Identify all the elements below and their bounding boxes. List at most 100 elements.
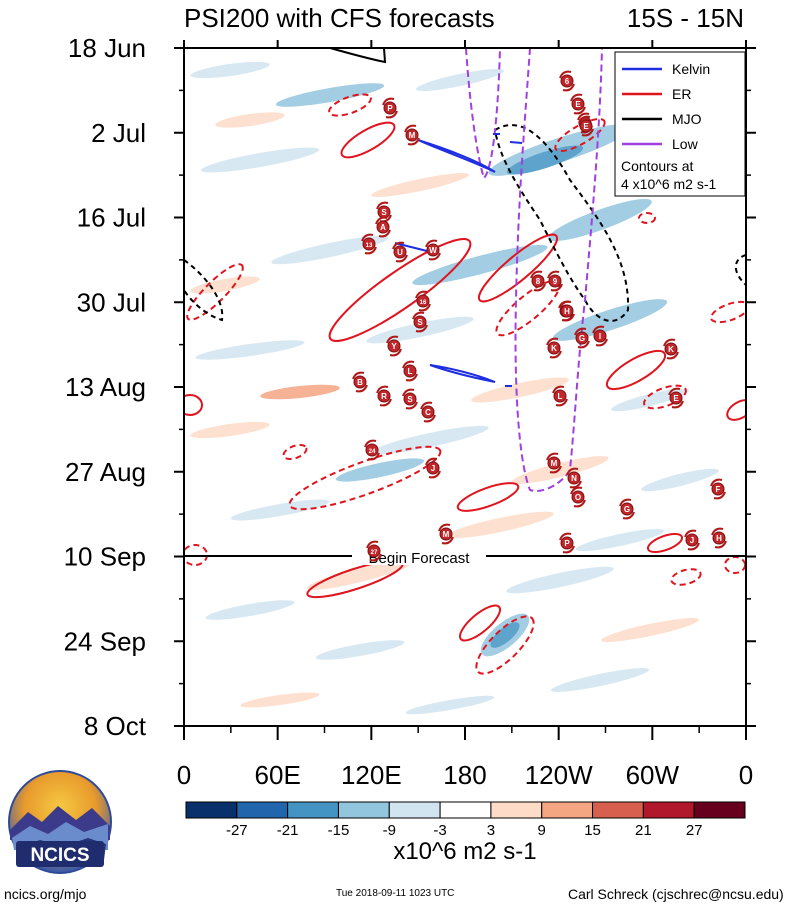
- storm-marker: W: [425, 239, 441, 261]
- colorbar-tick-label: -15: [328, 822, 350, 839]
- storm-label: 8: [536, 277, 541, 286]
- storm-label: M: [409, 131, 416, 140]
- storm-label: E: [575, 100, 581, 109]
- storm-label: E: [673, 394, 679, 403]
- tropical-storm-markers: 6EFPMSA13UW16SYLBRSC24JMNOGEFHJKLIH27MP8…: [352, 70, 727, 562]
- y-tick-label: 24 Sep: [64, 626, 146, 656]
- mjo-contours-solid: [329, 48, 387, 64]
- x-tick-label: 0: [739, 760, 753, 790]
- storm-label: A: [380, 223, 386, 232]
- storm-marker: E: [570, 93, 586, 115]
- colorbar-tick-label: -9: [383, 822, 396, 839]
- storm-marker: 9: [547, 270, 563, 292]
- x-tick-label: 60E: [255, 760, 301, 790]
- storm-marker: 8: [530, 270, 546, 292]
- storm-marker: M: [438, 523, 454, 545]
- storm-marker: L: [402, 360, 418, 382]
- storm-label: U: [397, 248, 403, 257]
- storm-label: B: [357, 378, 363, 387]
- storm-label: K: [551, 344, 557, 353]
- storm-label: G: [579, 334, 585, 343]
- y-tick-label: 30 Jul: [77, 287, 146, 317]
- storm-label: L: [408, 367, 413, 376]
- storm-label: S: [381, 208, 387, 217]
- colorbar-swatch: [287, 801, 339, 819]
- forecast-label: Begin Forecast: [369, 550, 471, 567]
- colorbar-swatch: [337, 801, 390, 819]
- storm-label: M: [443, 530, 450, 539]
- storm-marker: P: [382, 97, 398, 119]
- storm-marker: U: [392, 241, 408, 263]
- legend: Kelvin ER MJO Low Contours at 4 x10^6 m2 s-…: [614, 51, 746, 197]
- storm-label: H: [716, 534, 722, 543]
- chart-title: PSI200 with CFS forecasts: [184, 3, 495, 33]
- storm-marker: E: [578, 115, 594, 137]
- storm-marker: H: [559, 300, 575, 322]
- chart-region: 15S - 15N: [627, 3, 744, 33]
- storm-marker: R: [376, 385, 392, 407]
- y-tick-label: 2 Jul: [91, 118, 146, 148]
- storm-marker: Y: [386, 335, 402, 357]
- storm-marker: P: [559, 532, 575, 554]
- storm-label: N: [571, 474, 577, 483]
- y-tick-label: 13 Aug: [65, 372, 146, 402]
- storm-marker: G: [619, 498, 635, 520]
- colorbar-swatch: [693, 801, 746, 819]
- storm-marker: M: [546, 452, 562, 474]
- colorbar-swatch: [490, 801, 543, 819]
- legend-label: Low: [672, 136, 699, 152]
- x-tick-label: 180: [443, 760, 486, 790]
- storm-label: F: [716, 485, 721, 494]
- storm-label: 9: [553, 277, 558, 286]
- colorbar-tick-label: 15: [584, 822, 601, 839]
- storm-marker: C: [420, 401, 436, 423]
- storm-label: 6: [565, 77, 570, 86]
- contour-note-line1: Contours at: [621, 158, 693, 174]
- storm-label: 24: [369, 449, 376, 455]
- y-tick-label: 10 Sep: [64, 542, 146, 572]
- legend-label: Kelvin: [672, 61, 710, 77]
- storm-marker: S: [376, 201, 392, 223]
- footer-timestamp: Tue 2018-09-11 1023 UTC: [336, 888, 455, 899]
- storm-marker: L: [552, 385, 568, 407]
- storm-marker: H: [711, 527, 727, 549]
- storm-label: C: [425, 408, 431, 417]
- storm-label: 13: [366, 243, 373, 249]
- colorbar-swatch: [592, 801, 644, 819]
- storm-marker: G: [574, 327, 590, 349]
- colorbar-tick-label: 27: [686, 822, 703, 839]
- storm-label: J: [431, 464, 435, 473]
- storm-label: O: [575, 493, 581, 502]
- colorbar-tick-label: -3: [433, 822, 446, 839]
- y-tick-label: 18 Jun: [68, 33, 146, 63]
- footer-author: Carl Schreck (cjschrec@ncsu.edu): [568, 886, 784, 902]
- storm-marker: 16: [415, 290, 431, 312]
- colorbar-swatch: [388, 801, 441, 819]
- storm-label: S: [407, 395, 413, 404]
- colorbar-swatch: [185, 801, 238, 819]
- colorbar-swatch: [439, 801, 492, 819]
- storm-label: M: [551, 459, 558, 468]
- colorbar-swatch: [236, 801, 289, 819]
- storm-marker: K: [663, 338, 679, 360]
- legend-label: ER: [672, 86, 691, 102]
- colorbar-tick-label: 3: [487, 822, 495, 839]
- storm-label: P: [387, 104, 393, 113]
- y-axis: 18 Jun 2 Jul 16 Jul 30 Jul 13 Aug 27 Aug 10 Se…: [64, 33, 756, 741]
- storm-label: 27: [371, 550, 378, 556]
- logo-text: NCICS: [30, 845, 89, 866]
- storm-marker: J: [684, 529, 700, 551]
- y-tick-label: 8 Oct: [84, 711, 147, 741]
- storm-label: K: [668, 345, 674, 354]
- x-tick-label: 120W: [525, 760, 593, 790]
- storm-marker: 13: [361, 233, 377, 255]
- storm-marker: M: [404, 124, 420, 146]
- storm-label: R: [381, 392, 387, 401]
- storm-label: I: [599, 332, 601, 341]
- storm-marker: S: [402, 388, 418, 410]
- colorbar-tick-label: 21: [635, 822, 652, 839]
- colorbar-tick-label: 9: [538, 822, 546, 839]
- storm-label: E: [583, 122, 589, 131]
- x-tick-label: 0: [177, 760, 191, 790]
